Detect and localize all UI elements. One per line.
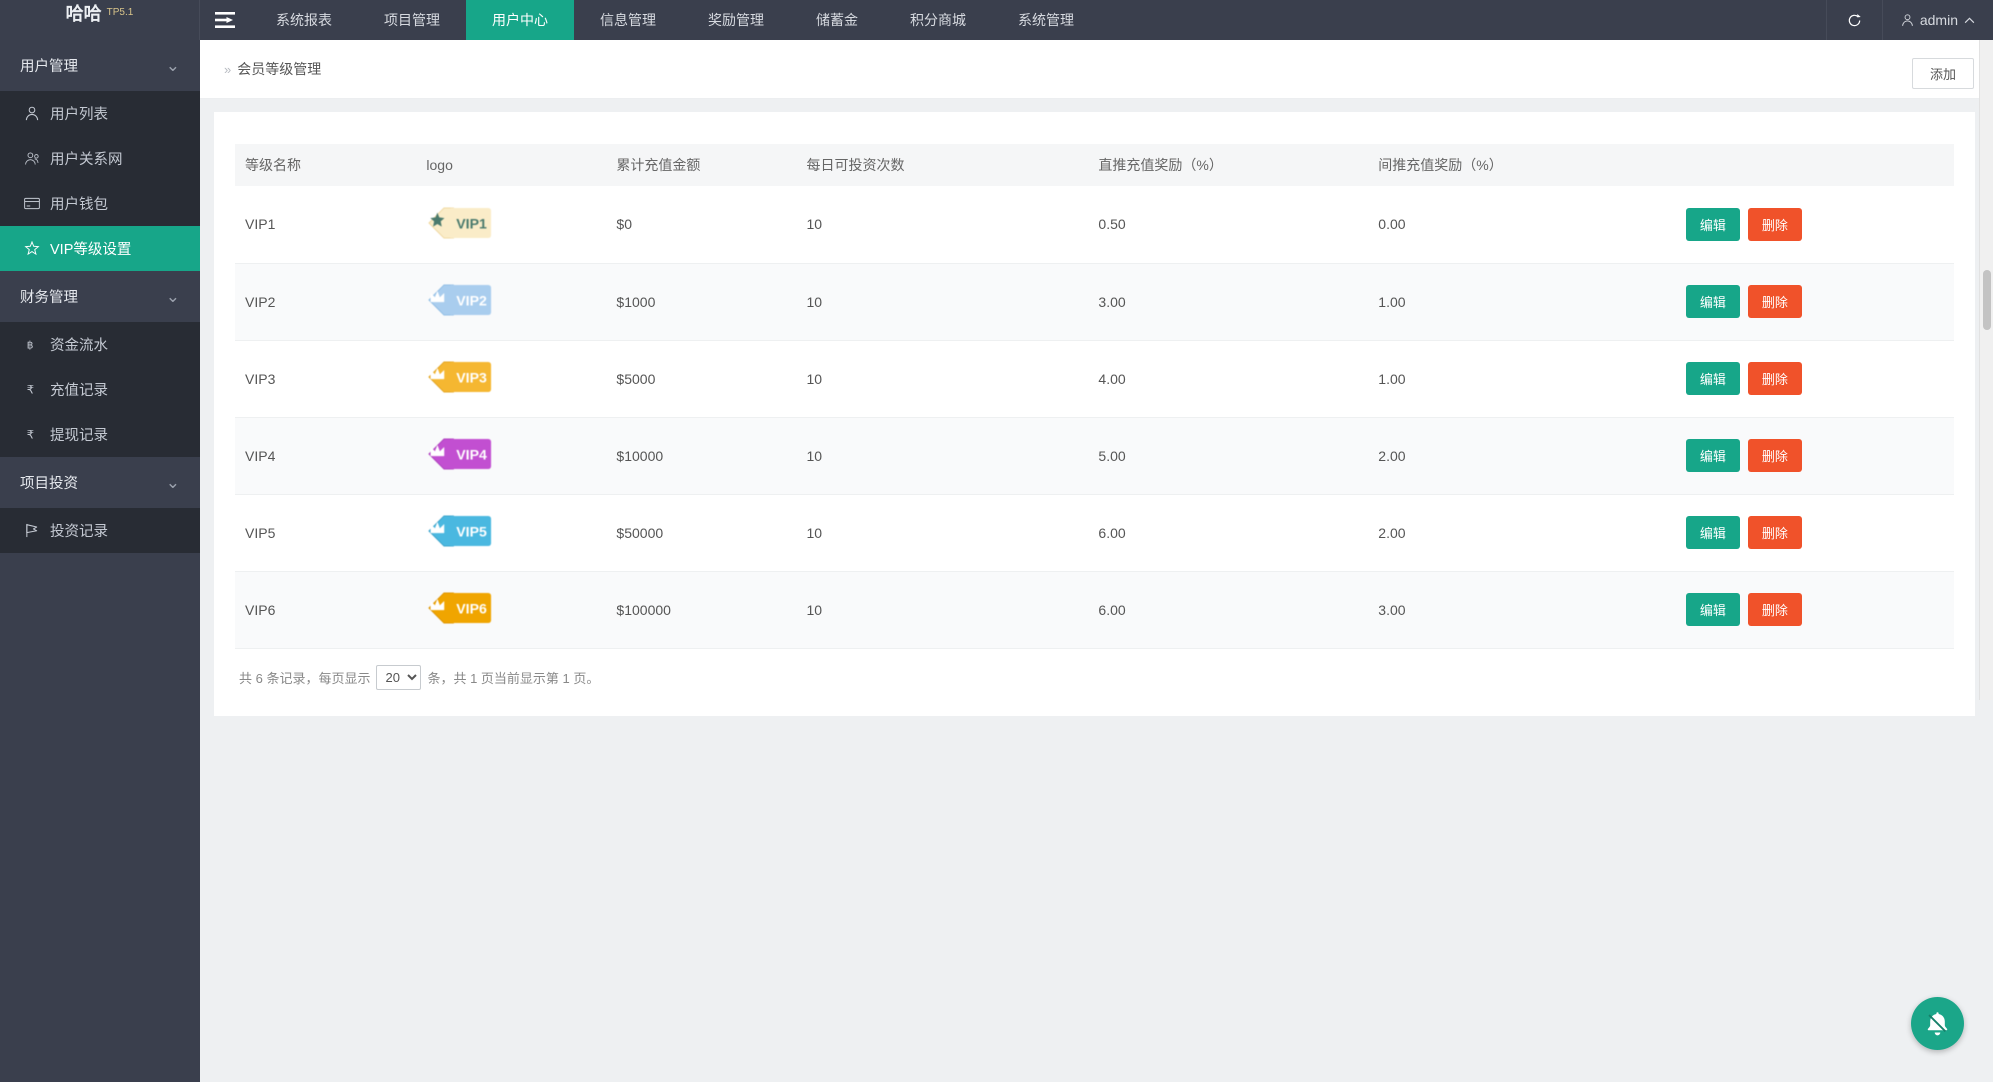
svg-text:VIP6: VIP6 xyxy=(457,601,488,617)
svg-text:VIP5: VIP5 xyxy=(457,524,488,540)
svg-text:VIP4: VIP4 xyxy=(457,447,488,463)
svg-text:VIP1: VIP1 xyxy=(457,215,488,231)
svg-text:₹: ₹ xyxy=(27,384,34,396)
svg-text:VIP3: VIP3 xyxy=(457,370,488,386)
svg-text:฿: ฿ xyxy=(27,339,34,351)
svg-text:₹: ₹ xyxy=(27,429,34,441)
svg-text:VIP2: VIP2 xyxy=(457,293,488,309)
